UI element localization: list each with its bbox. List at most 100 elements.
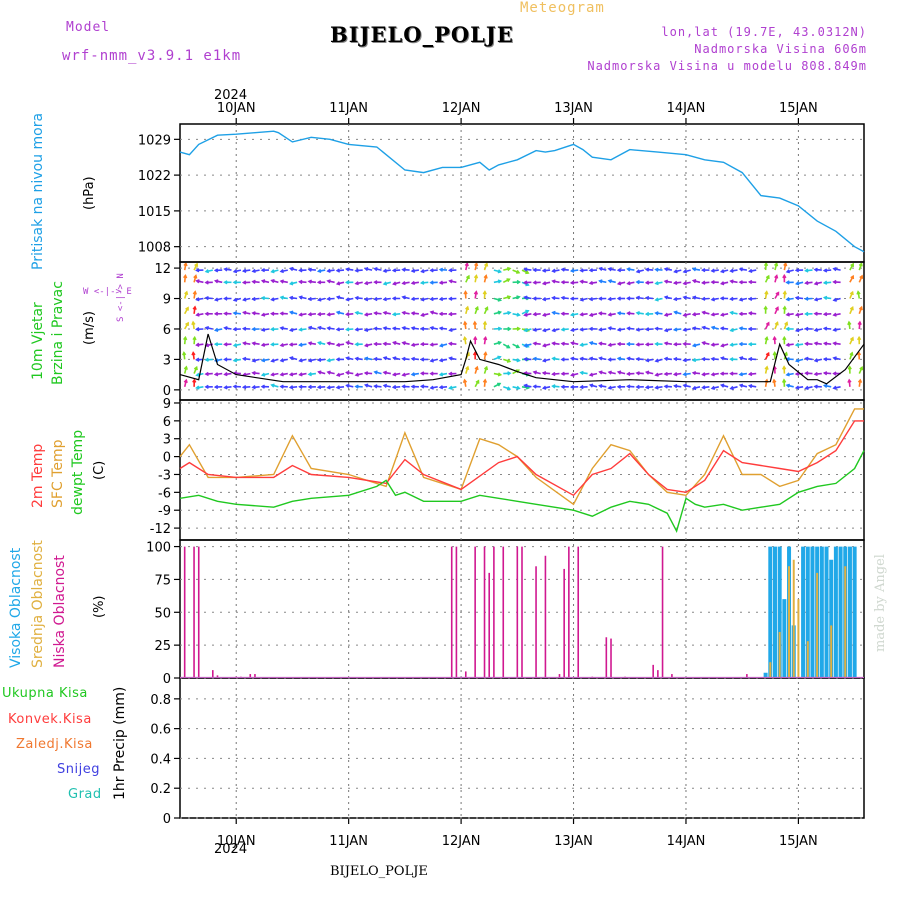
wind-arrow-head (858, 305, 863, 311)
wind-arrow-head (270, 358, 275, 363)
wind-arrow-head (644, 370, 650, 375)
wind-arrow-head (598, 327, 603, 332)
wind-arrow-head (223, 267, 228, 272)
wind-arrow-head (663, 328, 669, 333)
wind-arrow-head (813, 341, 818, 346)
wind-arrow-head (579, 342, 584, 347)
wind-arrow-head (579, 268, 584, 273)
wind-arrow-head (251, 296, 256, 302)
wind-arrow-head (382, 356, 388, 361)
wind-arrow-head (438, 296, 444, 302)
wind-arrow-head (569, 280, 575, 285)
wind-arrow-head (579, 297, 584, 302)
wind-arrow-head (473, 290, 479, 295)
wind-arrow-head (832, 385, 837, 390)
wind-arrow-head (307, 296, 312, 302)
wind-arrow-head (195, 342, 200, 347)
wind-arrow-head (560, 341, 565, 346)
wind-arrow-head (506, 295, 512, 300)
wind-arrow-head (738, 297, 744, 302)
wind-arrow-head (204, 325, 210, 331)
wind-arrow-head (691, 312, 697, 317)
wind-arrow-head (260, 372, 266, 377)
wind-arrow-head (579, 384, 584, 390)
wind-arrow-head (804, 311, 809, 317)
wind-arrow-head (849, 351, 854, 356)
wind-arrow-head (483, 274, 488, 279)
wind-arrow-head (317, 297, 322, 302)
wind-arrow-head (507, 326, 512, 332)
wind-arrow-head (288, 266, 294, 272)
wind-arrow-head (738, 326, 743, 331)
wind-arrow-head (482, 320, 488, 326)
wind-arrow-head (279, 268, 284, 274)
wind-arrow-head (588, 372, 594, 377)
wind-arrow-head (260, 295, 266, 301)
wind-arrow-head (345, 340, 350, 346)
wind-arrow-head (729, 385, 734, 391)
wind-arrow-head (813, 327, 819, 332)
wind-arrow-head (307, 384, 312, 390)
wind-arrow-head (729, 357, 734, 362)
temp-2m-line (179, 420, 864, 497)
wind-arrow-head (551, 341, 556, 346)
wind-arrow-head (858, 263, 863, 267)
wind-arrow-head (260, 268, 265, 273)
wind-arrow-head (195, 327, 200, 332)
day-label-top: 15JAN (779, 101, 818, 116)
wind-arrow-head (523, 383, 528, 388)
wind-arrow-head (448, 311, 453, 317)
wind-arrow-head (719, 356, 725, 361)
wind-arrow-head (507, 310, 512, 316)
wind-arrow-head (598, 341, 603, 346)
wind-arrow-head (183, 263, 188, 267)
wind-arrow-head (626, 384, 631, 389)
wind-arrow-head (598, 370, 603, 375)
wind-arrow-head (832, 267, 837, 272)
wind-vector-field (182, 263, 864, 391)
wind-arrow-head (635, 342, 640, 347)
wind-arrow-head (213, 268, 219, 273)
wind-arrow-head (251, 327, 256, 332)
wind-arrow-head (701, 356, 706, 362)
wind-arrow-head (335, 310, 341, 315)
wind-arrow-head (497, 355, 502, 360)
wind-arrow-head (626, 371, 631, 377)
wind-arrow-head (525, 270, 530, 275)
wind-arrow-head (335, 268, 341, 273)
wind-arrow-head (335, 281, 341, 286)
wind-arrow-head (192, 335, 197, 341)
wind-arrow-head (242, 310, 247, 315)
wind-arrow-head (194, 263, 199, 267)
y-tick-label: -12 (150, 522, 171, 537)
wind-arrow-head (473, 335, 478, 341)
y-tick-label: 0.4 (150, 752, 171, 767)
wind-arrow-head (541, 268, 547, 273)
wind-arrow-head (804, 356, 809, 361)
wind-arrow-head (691, 357, 697, 363)
wind-arrow-head (765, 351, 770, 357)
wind-arrow-head (410, 280, 416, 286)
wind-arrow-head (497, 297, 503, 302)
wind-arrow-head (419, 326, 425, 331)
wind-arrow-head (382, 326, 387, 331)
wind-arrow-head (579, 327, 584, 332)
wind-arrow-head (597, 311, 603, 316)
wind-arrow-head (482, 290, 487, 295)
wind-arrow-head (616, 327, 622, 332)
wind-arrow-head (232, 311, 237, 316)
wind-arrow-head (532, 267, 537, 273)
wind-arrow-head (516, 385, 521, 390)
wind-arrow-head (719, 326, 725, 331)
wind-arrow-head (392, 340, 397, 346)
wind-arrow-head (420, 297, 425, 302)
wind-arrow-head (607, 267, 612, 272)
y-tick-label: 3 (163, 353, 171, 368)
wind-arrow-head (804, 296, 809, 301)
wind-arrow-head (410, 268, 416, 273)
wind-arrow-head (579, 279, 584, 284)
wind-arrow-head (682, 295, 687, 300)
wind-arrow-head (354, 372, 359, 377)
wind-arrow-head (782, 305, 787, 310)
wind-arrow-head (195, 297, 200, 302)
